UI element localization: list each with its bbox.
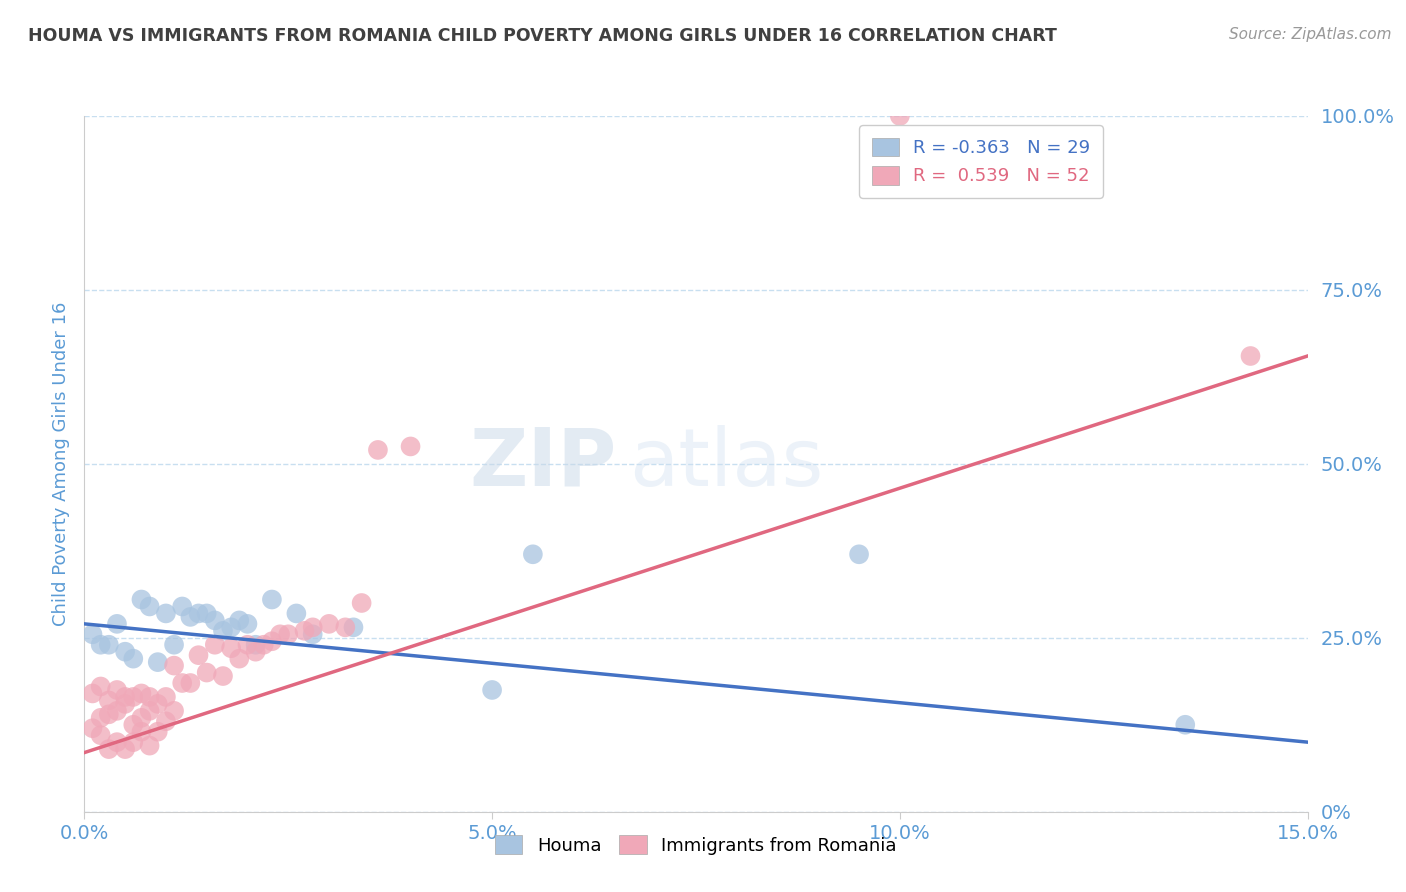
Point <box>172 676 194 690</box>
Point <box>138 599 160 614</box>
Point <box>195 665 218 680</box>
Point <box>131 724 153 739</box>
Point <box>179 610 201 624</box>
Point <box>236 638 259 652</box>
Point <box>114 690 136 704</box>
Point <box>122 651 145 665</box>
Point <box>367 442 389 457</box>
Point <box>301 627 323 641</box>
Point <box>187 607 209 621</box>
Point <box>97 742 120 756</box>
Text: Source: ZipAtlas.com: Source: ZipAtlas.com <box>1229 27 1392 42</box>
Point <box>260 634 283 648</box>
Point <box>163 638 186 652</box>
Point <box>97 638 120 652</box>
Point <box>1174 717 1197 731</box>
Text: ZIP: ZIP <box>470 425 616 503</box>
Text: HOUMA VS IMMIGRANTS FROM ROMANIA CHILD POVERTY AMONG GIRLS UNDER 16 CORRELATION : HOUMA VS IMMIGRANTS FROM ROMANIA CHILD P… <box>28 27 1057 45</box>
Point <box>219 641 242 656</box>
Legend: Houma, Immigrants from Romania: Houma, Immigrants from Romania <box>488 828 904 862</box>
Point <box>245 638 267 652</box>
Point <box>350 596 373 610</box>
Point <box>204 614 226 628</box>
Point <box>294 624 316 638</box>
Point <box>90 680 112 694</box>
Point <box>187 648 209 662</box>
Point <box>219 620 242 634</box>
Point <box>114 645 136 659</box>
Point <box>122 690 145 704</box>
Point <box>277 627 299 641</box>
Point <box>105 616 128 631</box>
Point <box>146 697 169 711</box>
Point <box>97 707 120 722</box>
Point <box>138 739 160 753</box>
Point <box>105 735 128 749</box>
Point <box>335 620 357 634</box>
Point <box>82 627 104 641</box>
Point <box>1239 349 1261 363</box>
Point <box>236 616 259 631</box>
Point <box>105 704 128 718</box>
Point <box>228 614 250 628</box>
Point <box>269 627 291 641</box>
Point <box>138 704 160 718</box>
Point <box>179 676 201 690</box>
Point <box>155 690 177 704</box>
Point <box>90 638 112 652</box>
Point <box>122 717 145 731</box>
Point <box>399 440 422 454</box>
Point <box>146 655 169 669</box>
Point <box>155 607 177 621</box>
Text: atlas: atlas <box>628 425 823 503</box>
Point <box>195 607 218 621</box>
Point <box>245 645 267 659</box>
Point <box>155 714 177 729</box>
Point <box>163 704 186 718</box>
Point <box>848 547 870 561</box>
Point <box>260 592 283 607</box>
Point <box>889 109 911 123</box>
Point <box>90 711 112 725</box>
Point <box>228 651 250 665</box>
Point <box>114 742 136 756</box>
Point <box>105 683 128 698</box>
Point <box>318 616 340 631</box>
Y-axis label: Child Poverty Among Girls Under 16: Child Poverty Among Girls Under 16 <box>52 301 70 626</box>
Point <box>146 724 169 739</box>
Point <box>163 658 186 673</box>
Point <box>82 721 104 735</box>
Point <box>138 690 160 704</box>
Point <box>90 728 112 742</box>
Point <box>204 638 226 652</box>
Point <box>131 686 153 700</box>
Point <box>212 624 235 638</box>
Point <box>122 735 145 749</box>
Point <box>131 711 153 725</box>
Point <box>82 686 104 700</box>
Point <box>212 669 235 683</box>
Point <box>114 697 136 711</box>
Point <box>481 683 503 698</box>
Point <box>522 547 544 561</box>
Point <box>131 592 153 607</box>
Point <box>285 607 308 621</box>
Point <box>342 620 364 634</box>
Point <box>172 599 194 614</box>
Point <box>301 620 323 634</box>
Point <box>253 638 276 652</box>
Point <box>97 693 120 707</box>
